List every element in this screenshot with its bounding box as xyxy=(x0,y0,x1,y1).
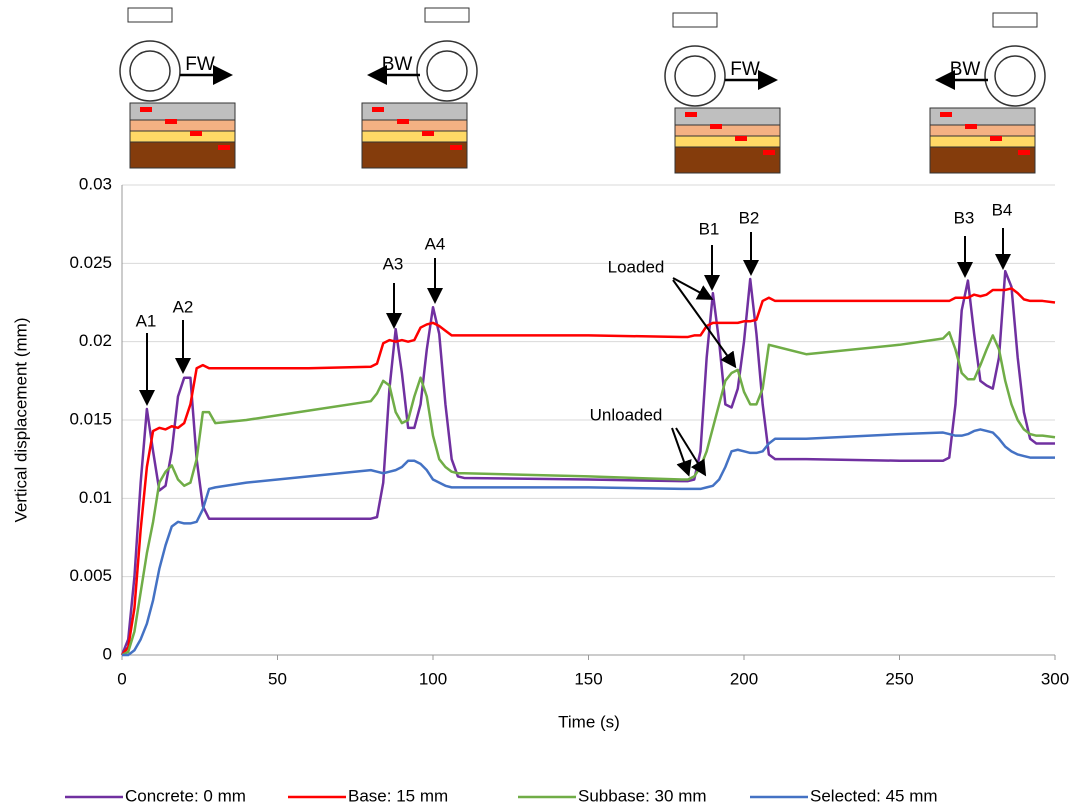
sensor xyxy=(685,112,697,117)
y-tick-label: 0 xyxy=(103,644,112,663)
series-line xyxy=(120,269,1055,656)
sensor xyxy=(372,107,384,112)
series-line xyxy=(121,287,1056,656)
sensor xyxy=(450,145,462,150)
series-line xyxy=(121,331,1056,657)
pavement-layer xyxy=(929,124,1036,137)
legend-label: Concrete: 0 mm xyxy=(125,786,246,805)
x-tick-label: 250 xyxy=(885,669,913,688)
pavement-layer xyxy=(929,146,1036,174)
annotation-arrow xyxy=(671,427,692,477)
x-axis-label: Time (s) xyxy=(558,712,620,731)
sensor xyxy=(1018,150,1030,155)
wheel-hub xyxy=(129,50,171,92)
pavement-layer xyxy=(674,124,781,137)
annotation: A4 xyxy=(425,234,446,253)
annotation: A2 xyxy=(173,297,194,316)
sensor xyxy=(763,150,775,155)
sensor xyxy=(940,112,952,117)
direction-label: BW xyxy=(950,59,981,80)
pavement-layer xyxy=(674,135,781,148)
pavement-layer xyxy=(361,119,468,132)
wheel xyxy=(119,40,181,102)
y-tick-label: 0.015 xyxy=(69,409,112,428)
y-tick-label: 0.03 xyxy=(79,174,112,193)
annotation-arrow xyxy=(675,427,707,477)
x-tick-label: 300 xyxy=(1041,669,1069,688)
load-icon: BW xyxy=(929,12,1046,174)
wheel-mount xyxy=(992,12,1038,28)
wheel-hub xyxy=(426,50,468,92)
series-line xyxy=(122,428,1055,657)
sensor xyxy=(218,145,230,150)
sensor xyxy=(397,119,409,124)
sensor xyxy=(165,119,177,124)
pavement-layer xyxy=(361,141,468,169)
y-tick-label: 0.01 xyxy=(79,488,112,507)
direction-label: FW xyxy=(185,54,215,75)
pavement-layer xyxy=(129,141,236,169)
wheel-mount xyxy=(672,12,718,28)
annotation: B3 xyxy=(954,208,975,227)
annotation: Unloaded xyxy=(590,405,663,424)
x-tick-label: 50 xyxy=(268,669,287,688)
sensor xyxy=(990,136,1002,141)
wheel xyxy=(416,40,478,102)
annotation-arrow xyxy=(672,277,714,300)
x-tick-label: 100 xyxy=(419,669,447,688)
direction-label: FW xyxy=(730,59,760,80)
y-tick-label: 0.025 xyxy=(69,253,112,272)
y-tick-label: 0.005 xyxy=(69,566,112,585)
legend-label: Subbase: 30 mm xyxy=(578,786,707,805)
annotation: Loaded xyxy=(608,257,665,276)
wheel-hub xyxy=(994,55,1036,97)
pavement-layer xyxy=(129,119,236,132)
x-tick-label: 200 xyxy=(730,669,758,688)
x-tick-label: 150 xyxy=(574,669,602,688)
wheel-hub xyxy=(674,55,716,97)
annotation-arrow xyxy=(672,279,737,369)
direction-label: BW xyxy=(382,54,413,75)
pavement-layer xyxy=(361,130,468,143)
wheel-mount xyxy=(424,7,470,23)
legend-label: Selected: 45 mm xyxy=(810,786,938,805)
annotation: A3 xyxy=(383,254,404,273)
pavement-layer xyxy=(129,130,236,143)
pavement-layer xyxy=(674,146,781,174)
sensor xyxy=(710,124,722,129)
y-axis-label: Vertical displacement (mm) xyxy=(11,317,30,522)
load-icon: FW xyxy=(119,7,236,169)
pavement-layer xyxy=(929,135,1036,148)
annotation: B4 xyxy=(992,200,1013,219)
wheel-mount xyxy=(127,7,173,23)
legend-label: Base: 15 mm xyxy=(348,786,448,805)
annotation: B1 xyxy=(699,219,720,238)
x-tick-label: 0 xyxy=(117,669,126,688)
load-icon: BW xyxy=(361,7,478,169)
sensor xyxy=(735,136,747,141)
sensor xyxy=(140,107,152,112)
annotation: B2 xyxy=(739,208,760,227)
y-tick-label: 0.02 xyxy=(79,331,112,350)
annotation: A1 xyxy=(136,311,157,330)
wheel xyxy=(664,45,726,107)
sensor xyxy=(965,124,977,129)
sensor xyxy=(190,131,202,136)
load-icon: FW xyxy=(664,12,781,174)
sensor xyxy=(422,131,434,136)
wheel xyxy=(984,45,1046,107)
